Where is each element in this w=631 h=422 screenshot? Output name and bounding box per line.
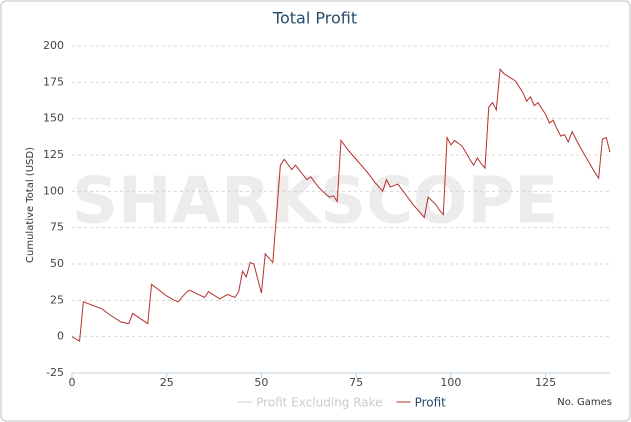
y-tick-label: 75 [50, 221, 64, 234]
y-tick-label: 125 [43, 148, 64, 161]
x-tick-label: 0 [69, 376, 76, 389]
x-tick-label: 100 [440, 376, 461, 389]
y-tick-label: 175 [43, 75, 64, 88]
y-tick-label: 50 [50, 257, 64, 270]
series-line [71, 68, 611, 342]
legend: Profit Excluding Rake Profit [238, 396, 446, 410]
y-tick-label: 200 [43, 39, 64, 52]
x-tick-label: 50 [254, 376, 268, 389]
y-axis-label: Cumulative Total (USD) [25, 147, 36, 263]
x-tick-label: 25 [160, 376, 174, 389]
y-tick-label: -25 [46, 366, 64, 379]
y-tick-label: 25 [50, 293, 64, 306]
legend-label: Profit Excluding Rake [256, 396, 382, 410]
x-tick-label: 75 [349, 376, 363, 389]
y-tick-label: 100 [43, 184, 64, 197]
chart-title: Total Profit [272, 9, 357, 28]
y-tick-label: 0 [57, 330, 64, 343]
x-axis-label: No. Games [557, 397, 612, 408]
watermark: SHARKSCOPE [72, 165, 558, 239]
legend-label: Profit [415, 396, 447, 410]
x-tick-label: 125 [535, 376, 556, 389]
y-tick-label: 150 [43, 112, 64, 125]
